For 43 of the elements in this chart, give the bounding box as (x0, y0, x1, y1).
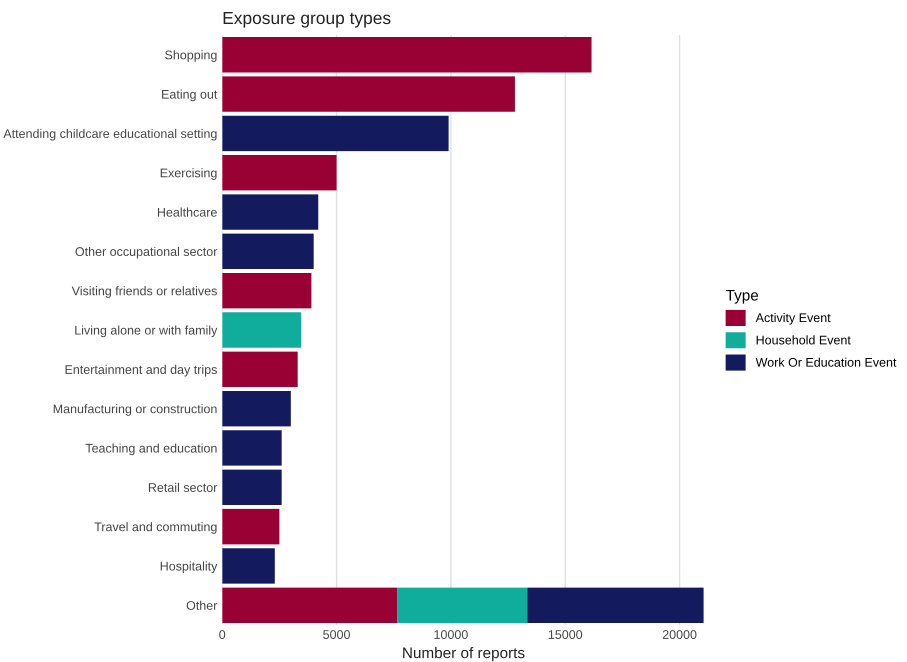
y-tick-label: Eating out (162, 90, 218, 102)
bar (222, 234, 314, 270)
chart-title: Exposure group types (224, 12, 390, 28)
y-tick-label: Exercising (160, 168, 217, 180)
legend-label: Work Or Education Event (756, 358, 896, 367)
x-tick-label: 20000 (662, 630, 696, 639)
y-tick-label: Teaching and education (86, 443, 217, 456)
y-tick-label: Other (186, 600, 218, 610)
x-tick-label: 15000 (548, 630, 582, 639)
legend-label: Activity Event (756, 312, 831, 325)
y-tick-label: Retail sector (148, 482, 218, 492)
y-tick-label: Entertainment and day trips (66, 364, 217, 376)
bar (222, 194, 318, 230)
bar (222, 272, 312, 308)
bar (222, 430, 282, 466)
bar (222, 37, 592, 72)
x-axis-title: Number of reports (403, 646, 524, 662)
legend-label: Household Event (756, 335, 851, 344)
y-tick-label: Manufacturing or construction (54, 404, 217, 416)
x-tick-label: 0 (219, 630, 226, 639)
bar (222, 116, 449, 152)
y-tick-label: Other occupational sector (76, 246, 218, 258)
bar (222, 390, 291, 426)
bar (222, 76, 515, 112)
legend-title: Type (726, 290, 758, 304)
y-tick-label: Living alone or with family (75, 325, 218, 338)
x-tick-label: 5000 (323, 630, 350, 639)
y-tick-label: Hospitality (160, 561, 218, 574)
bar (397, 588, 528, 623)
y-tick-label: Healthcare (158, 208, 217, 217)
y-tick-label: Attending childcare educational setting (3, 128, 217, 141)
bar (222, 548, 275, 584)
bar (222, 312, 302, 348)
bar (222, 588, 398, 623)
bar (222, 155, 337, 190)
bar (222, 470, 282, 505)
y-tick-label: Visiting friends or relatives (72, 286, 217, 298)
bar (528, 588, 704, 623)
y-tick-label: Travel and commuting (94, 522, 217, 534)
bar (222, 352, 298, 388)
x-tick-label: 10000 (434, 630, 468, 639)
bar (222, 508, 280, 544)
y-tick-label: Shopping (165, 50, 217, 62)
